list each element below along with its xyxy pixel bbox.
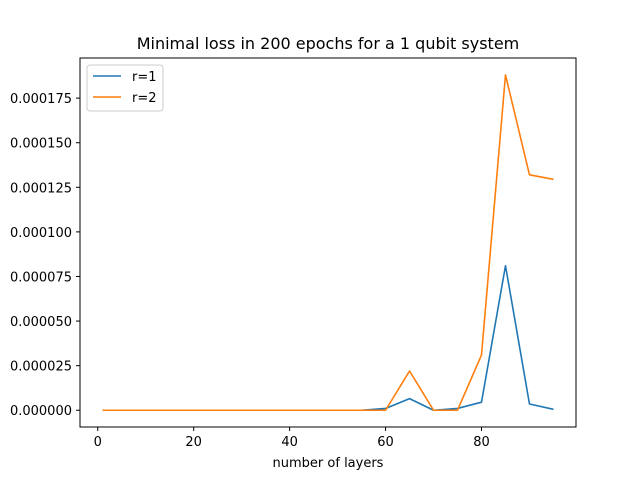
x-tick-label: 80 bbox=[473, 435, 490, 450]
y-tick-label: 0.000025 bbox=[10, 360, 72, 375]
y-tick-label: 0.000125 bbox=[10, 181, 72, 196]
x-axis-label: number of layers bbox=[273, 456, 384, 471]
y-tick-label: 0.000050 bbox=[10, 315, 72, 330]
x-tick-label: 20 bbox=[185, 435, 202, 450]
y-tick-label: 0.000075 bbox=[10, 270, 72, 285]
legend-label-r1: r=1 bbox=[132, 70, 157, 85]
plot-series bbox=[102, 74, 554, 412]
chart-title: Minimal loss in 200 epochs for a 1 qubit… bbox=[137, 34, 520, 53]
y-tick-label: 0.000150 bbox=[10, 137, 72, 152]
y-tick-label: 0.000175 bbox=[10, 92, 72, 107]
x-tick-label: 60 bbox=[377, 435, 394, 450]
plot-frame bbox=[79, 57, 577, 428]
x-tick-label: 40 bbox=[281, 435, 298, 450]
y-axis-ticks: 0.000000 0.000025 0.000050 0.000075 0.000100… bbox=[10, 92, 80, 419]
y-tick-label: 0.000100 bbox=[10, 226, 72, 241]
legend: r=1 r=2 bbox=[86, 64, 164, 112]
y-tick-label: 0.000000 bbox=[10, 404, 72, 419]
series-line-r2 bbox=[102, 74, 554, 412]
x-tick-label: 0 bbox=[94, 435, 102, 450]
x-axis-ticks: 0 20 40 60 80 bbox=[94, 427, 490, 450]
legend-label-r2: r=2 bbox=[132, 91, 157, 106]
